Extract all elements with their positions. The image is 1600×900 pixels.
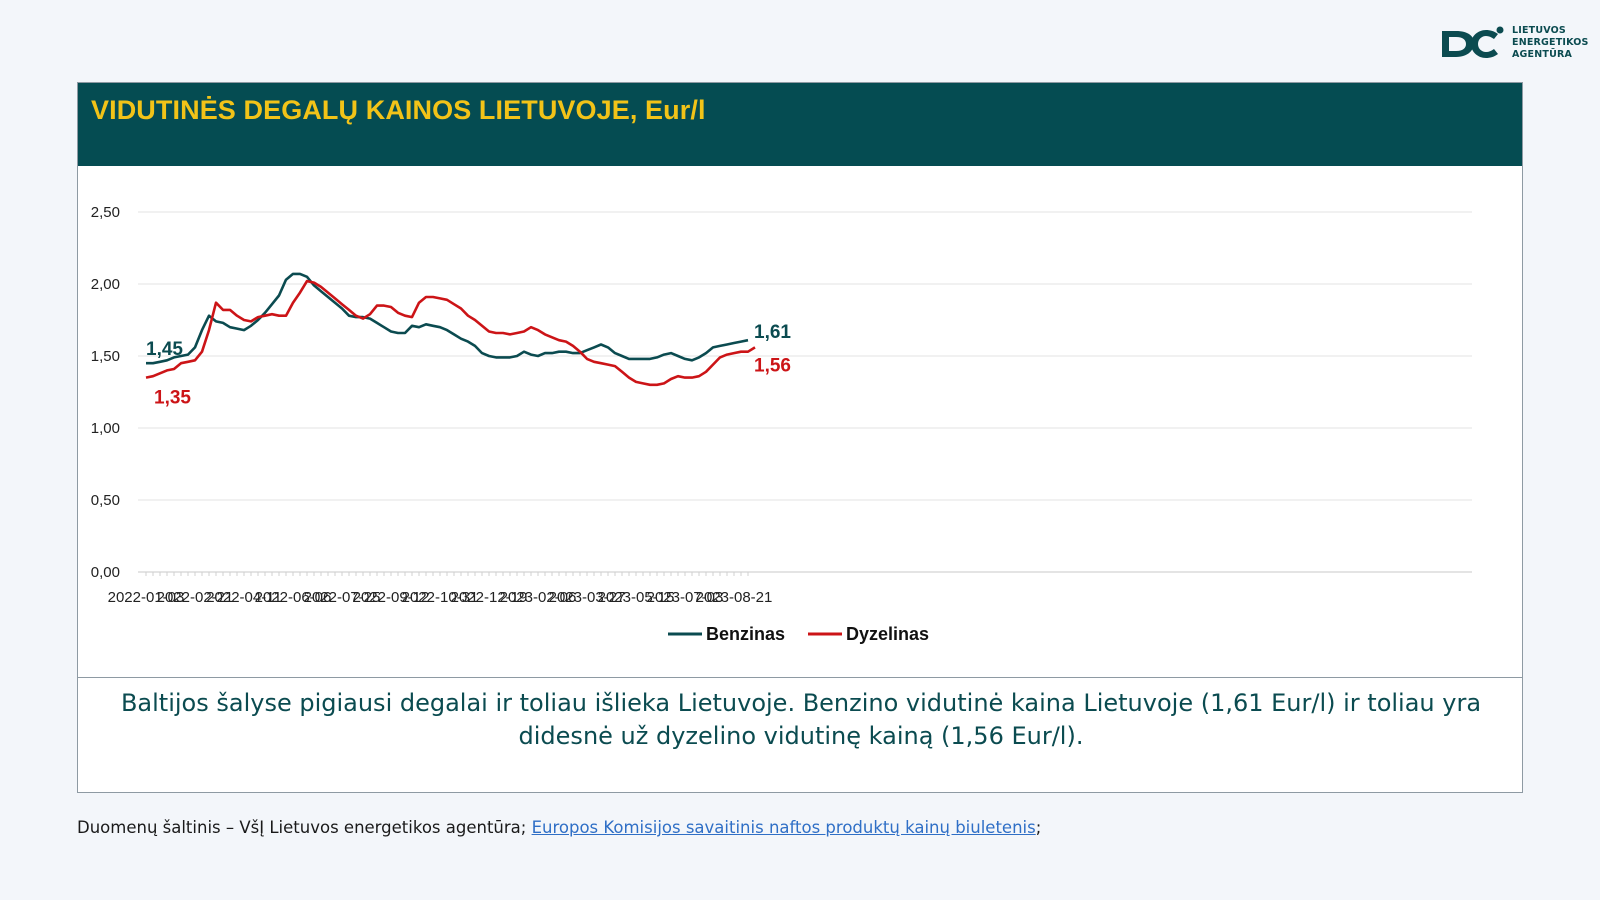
- logo-line-3: AGENTŪRA: [1512, 49, 1573, 60]
- data-label-benzinas-end: 1,61: [754, 322, 791, 343]
- panel-header: VIDUTINĖS DEGALŲ KAINOS LIETUVOJE, Eur/l: [78, 83, 1522, 166]
- legend-label-dyzelinas: Dyzelinas: [846, 624, 929, 644]
- x-tick-label: 2022-04-11: [206, 589, 282, 606]
- x-tick-label: 2023-07-03: [647, 589, 724, 606]
- x-tick-label: 2023-05-15: [598, 589, 675, 606]
- x-tick-label: 2022-10-31: [402, 589, 479, 606]
- chart-title: VIDUTINĖS DEGALŲ KAINOS LIETUVOJE, Eur/l: [91, 95, 706, 125]
- logo-line-1: LIETUVOS: [1512, 25, 1566, 36]
- y-tick-label: 1,50: [91, 348, 120, 365]
- source-link[interactable]: Europos Komisijos savaitinis naftos prod…: [531, 818, 1036, 837]
- logo-line-2: ENERGETIKOS: [1512, 37, 1589, 48]
- data-label-benzinas-start: 1,45: [146, 339, 183, 360]
- source-prefix: Duomenų šaltinis – VšĮ Lietuvos energeti…: [77, 818, 532, 837]
- y-tick-label: 0,50: [91, 492, 120, 509]
- line-chart: 0,000,501,001,502,002,502022-01-032022-0…: [91, 204, 1472, 644]
- x-tick-label: 2022-09-12: [353, 589, 430, 606]
- x-tick-label: 2023-03-27: [549, 589, 626, 606]
- logo-text: LIETUVOS ENERGETIKOS AGENTŪRA: [1512, 25, 1589, 61]
- x-tick-label: 2022-12-19: [451, 589, 528, 606]
- series-line-benzinas: [146, 272, 749, 365]
- x-tick-label: 2022-06-06: [255, 589, 332, 606]
- x-tick-label: 2022-01-03: [108, 589, 185, 606]
- x-tick-label: 2023-08-21: [696, 589, 773, 606]
- source-suffix: ;: [1035, 818, 1042, 837]
- x-tick-label: 2022-02-21: [157, 589, 234, 606]
- data-label-dyzelinas-end: 1,56: [754, 356, 791, 377]
- summary-text: Baltijos šalyse pigiausi degalai ir toli…: [120, 689, 1482, 750]
- y-tick-label: 1,00: [91, 420, 120, 437]
- lea-logo: LIETUVOS ENERGETIKOS AGENTŪRA: [1438, 22, 1588, 66]
- x-tick-label: 2023-02-06: [500, 589, 577, 606]
- series-line-dyzelinas: [145, 279, 756, 387]
- x-tick-label: 2022-07-25: [304, 589, 381, 606]
- legend-label-benzinas: Benzinas: [706, 624, 785, 644]
- data-label-dyzelinas-start: 1,35: [154, 388, 191, 409]
- chart-panel: VIDUTINĖS DEGALŲ KAINOS LIETUVOJE, Eur/l…: [77, 82, 1523, 793]
- y-tick-label: 2,50: [91, 204, 120, 221]
- lea-logo-icon: [1442, 26, 1504, 58]
- y-tick-label: 2,00: [91, 276, 120, 293]
- y-tick-label: 0,00: [91, 564, 120, 581]
- divider: [78, 677, 1522, 678]
- source-note: Duomenų šaltinis – VšĮ Lietuvos energeti…: [77, 818, 1041, 837]
